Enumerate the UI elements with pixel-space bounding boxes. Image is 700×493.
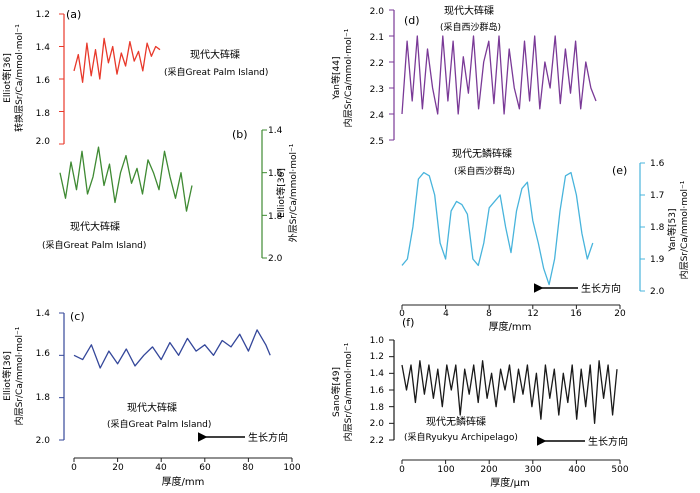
panel-a-tick-0: 1.2 — [36, 10, 50, 20]
panel-f-tick-3: 1.6 — [370, 386, 385, 396]
panel-a-caption-2: (采自Great Palm Island) — [164, 66, 268, 78]
panel-d-tick-2: 2.2 — [370, 59, 384, 69]
panel-c-xtick-4: 80 — [242, 463, 254, 473]
panel-c-caption-2: (采自Great Palm Island) — [107, 418, 211, 430]
panel-c-xtick-2: 40 — [155, 463, 167, 473]
panel-b-tick-0: 1.4 — [268, 126, 283, 136]
panel-c-tick-3: 2.0 — [36, 436, 51, 446]
panel-f-ylabel-1: Sano等[49] — [330, 367, 342, 417]
panel-a-tick-3: 1.8 — [36, 109, 51, 119]
panel-e-xtick-5: 20 — [614, 309, 626, 319]
panel-b-letter: (b) — [232, 128, 248, 141]
panel-c-xlabel: 厚度/mm — [162, 475, 205, 488]
panel-d-caption-1: 现代大砗磲 — [444, 4, 494, 17]
panel-f-caption-1: 现代无鳞砗磲 — [426, 415, 486, 428]
panel-a-tick-2: 1.6 — [36, 76, 51, 86]
panel-b-ylabel-1: Elliot等[36] — [275, 168, 287, 218]
panel-e-xtick-2: 8 — [486, 309, 492, 319]
panel-c-tick-0: 1.4 — [36, 309, 51, 319]
panel-d-ylabel-1: Yan等[44] — [330, 57, 342, 101]
panel-e-tick-4: 2.0 — [650, 287, 665, 297]
panel-e-tick-0: 1.6 — [650, 159, 665, 169]
panel-e-series-line — [401, 171, 594, 286]
panel-a-ylabel-1: Elliot等[36] — [1, 53, 13, 103]
panel-f: (f) Sano等[49] 内层Sr/Ca/mmol·mol⁻¹ 1.0 1.2… — [330, 316, 629, 489]
panel-e-caption-1: 现代无鳞砗磲 — [452, 147, 512, 160]
panel-f-ylabel-2: 内层Sr/Ca/mmol·mol⁻¹ — [342, 342, 354, 441]
panel-b-series-line — [59, 146, 193, 212]
panel-c-ylabel-2: 内层Sr/Ca/mmol·mol⁻¹ — [13, 326, 25, 425]
panel-f-xtick-1: 100 — [437, 465, 454, 475]
panel-f-arrow-label: 生长方向 — [588, 435, 628, 448]
panel-c-letter: (c) — [70, 310, 85, 323]
panel-a-tick-1: 1.4 — [36, 43, 51, 53]
panel-e-xtick-0: 0 — [399, 309, 405, 319]
panel-a-series-line — [73, 37, 161, 83]
panel-d-tick-5: 2.5 — [370, 137, 384, 147]
panel-e-letter: (e) — [612, 164, 627, 177]
panel-e-tick-2: 1.8 — [650, 223, 665, 233]
panel-c-xtick-0: 0 — [71, 463, 77, 473]
panel-e-caption-2: (采自西沙群岛) — [454, 165, 515, 177]
panel-f-series-line — [401, 360, 618, 424]
panel-e-ylabel-1: Yan等[53] — [666, 209, 678, 253]
panel-c: (c) Elliot等[36] 内层Sr/Ca/mmol·mol⁻¹ 1.4 1… — [1, 309, 301, 488]
panel-a: (a) Elliot等[36] 转换层Sr/Ca/mmol·mol⁻¹ 1.2 … — [1, 8, 268, 147]
panel-f-caption-2: (采自Ryukyu Archipelago) — [404, 431, 518, 443]
panel-b-ylabel-2: 外层Sr/Ca/mmol·mol⁻¹ — [287, 143, 299, 242]
panel-c-ylabel-1: Elliot等[36] — [1, 351, 13, 401]
panel-e-ylabel-2: 内层Sr/Ca/mmol·mol⁻¹ — [678, 180, 690, 279]
panel-c-xtick-3: 60 — [199, 463, 211, 473]
panel-c-tick-1: 1.6 — [36, 349, 51, 359]
panel-f-xlabel: 厚度/μm — [490, 476, 529, 489]
panel-b-tick-1: 1.6 — [268, 169, 283, 179]
panel-c-tick-2: 1.8 — [36, 393, 51, 403]
panel-c-xtick-5: 100 — [283, 463, 300, 473]
panel-f-xtick-3: 300 — [524, 465, 541, 475]
panel-e-xtick-1: 4 — [443, 309, 449, 319]
panel-b: (b) Elliot等[36] 外层Sr/Ca/mmol·mol⁻¹ 1.4 1… — [42, 126, 299, 264]
panel-e-arrow-label: 生长方向 — [581, 282, 621, 295]
panel-a-caption-1: 现代大砗磲 — [190, 48, 240, 61]
panel-f-tick-5: 2.0 — [370, 419, 385, 429]
panel-d-letter: (d) — [404, 14, 420, 27]
panel-f-xtick-2: 200 — [480, 465, 497, 475]
panel-d-tick-0: 2.0 — [370, 7, 385, 17]
panel-e-tick-1: 1.7 — [650, 191, 664, 201]
panel-e-tick-3: 1.9 — [650, 255, 665, 265]
panel-f-tick-4: 1.8 — [370, 403, 385, 413]
panel-f-tick-0: 1.0 — [370, 336, 385, 346]
panel-d-tick-3: 2.3 — [370, 85, 384, 95]
panel-c-caption-1: 现代大砗磲 — [127, 401, 177, 414]
panel-e: (e) Yan等[53] 内层Sr/Ca/mmol·mol⁻¹ 1.6 1.7 … — [399, 147, 690, 333]
panel-c-series-line — [73, 329, 271, 369]
panel-a-letter: (a) — [66, 8, 81, 21]
panel-f-xtick-5: 500 — [611, 465, 628, 475]
panel-e-xlabel: 厚度/mm — [489, 320, 532, 333]
panel-c-xtick-1: 20 — [112, 463, 124, 473]
panel-c-arrow-label: 生长方向 — [248, 431, 288, 444]
panel-f-letter: (f) — [402, 316, 414, 329]
panel-d-series-line — [401, 35, 597, 115]
panel-d-ylabel-2: 内层Sr/Ca/mmol·mol⁻¹ — [342, 28, 354, 127]
panel-d-tick-4: 2.4 — [370, 111, 385, 121]
panel-d: (d) Yan等[44] 内层Sr/Ca/mmol·mol⁻¹ 2.0 2.1 … — [330, 4, 501, 147]
panel-d-caption-2: (采自西沙群岛) — [440, 21, 501, 33]
panel-f-tick-2: 1.4 — [370, 369, 385, 379]
panel-d-tick-1: 2.1 — [370, 33, 384, 43]
panel-b-caption-2: (采自Great Palm Island) — [42, 239, 146, 251]
panel-f-xtick-4: 400 — [568, 465, 585, 475]
panel-e-xtick-3: 12 — [527, 309, 538, 319]
panel-e-xtick-4: 16 — [570, 309, 582, 319]
panel-a-tick-4: 2.0 — [36, 137, 51, 147]
panel-f-xtick-0: 0 — [399, 465, 405, 475]
panel-a-ylabel-2: 转换层Sr/Ca/mmol·mol⁻¹ — [13, 24, 25, 132]
panel-b-caption-1: 现代大砗磲 — [70, 220, 120, 233]
panel-f-tick-1: 1.2 — [370, 352, 384, 362]
panel-b-tick-2: 1.8 — [268, 212, 283, 222]
panel-f-tick-6: 2.2 — [370, 436, 384, 446]
panel-b-tick-3: 2.0 — [268, 254, 283, 264]
